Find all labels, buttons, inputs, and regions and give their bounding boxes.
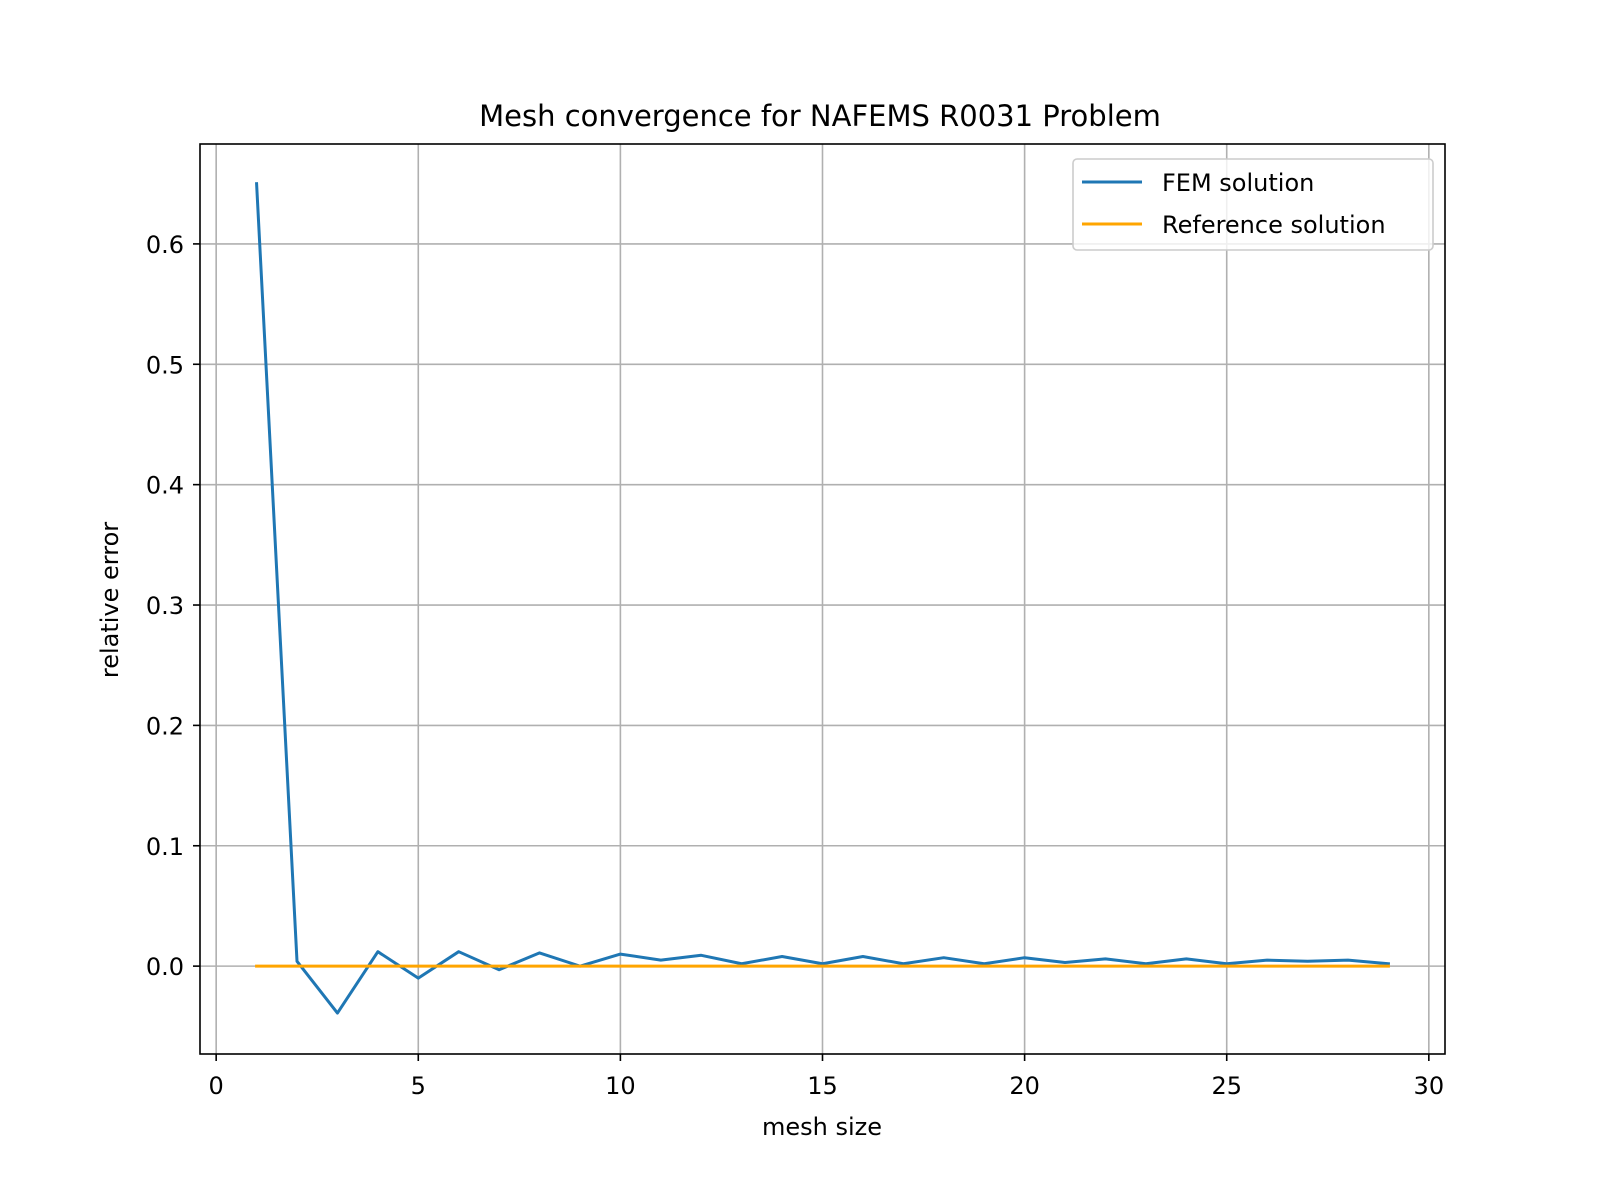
legend: FEM solution Reference solution — [1072, 158, 1434, 251]
y-tick-label: 0.5 — [146, 351, 184, 379]
y-axis-label: relative error — [96, 522, 124, 678]
legend-box — [1072, 158, 1434, 251]
series-line-fem-solution — [255, 182, 1391, 1015]
x-axis-label: mesh size — [762, 1113, 882, 1141]
series-layer — [255, 182, 1391, 1015]
chart-title: Mesh convergence for NAFEMS R0031 Proble… — [479, 99, 1161, 133]
y-tick-label: 0.3 — [146, 592, 184, 620]
x-tick-label: 0 — [209, 1072, 224, 1100]
legend-label-fem-solution: FEM solution — [1162, 169, 1314, 197]
x-tick-label: 5 — [411, 1072, 426, 1100]
x-tick-label: 30 — [1414, 1072, 1445, 1100]
y-tick-label: 0.4 — [146, 472, 184, 500]
y-tick-label: 0.6 — [146, 231, 184, 259]
y-tick-label: 0.1 — [146, 833, 184, 861]
x-tick-label: 10 — [605, 1072, 636, 1100]
tick-layer: 0 5 10 15 20 25 30 0.0 0.1 0.2 0.3 0.4 0.5 0.6 — [146, 231, 1444, 1100]
y-tick-label: 0.2 — [146, 712, 184, 740]
x-tick-label: 25 — [1211, 1072, 1242, 1100]
y-tick-label: 0.0 — [146, 953, 184, 981]
legend-label-reference-solution: Reference solution — [1162, 211, 1386, 239]
x-tick-label: 15 — [807, 1072, 838, 1100]
x-tick-label: 20 — [1009, 1072, 1040, 1100]
